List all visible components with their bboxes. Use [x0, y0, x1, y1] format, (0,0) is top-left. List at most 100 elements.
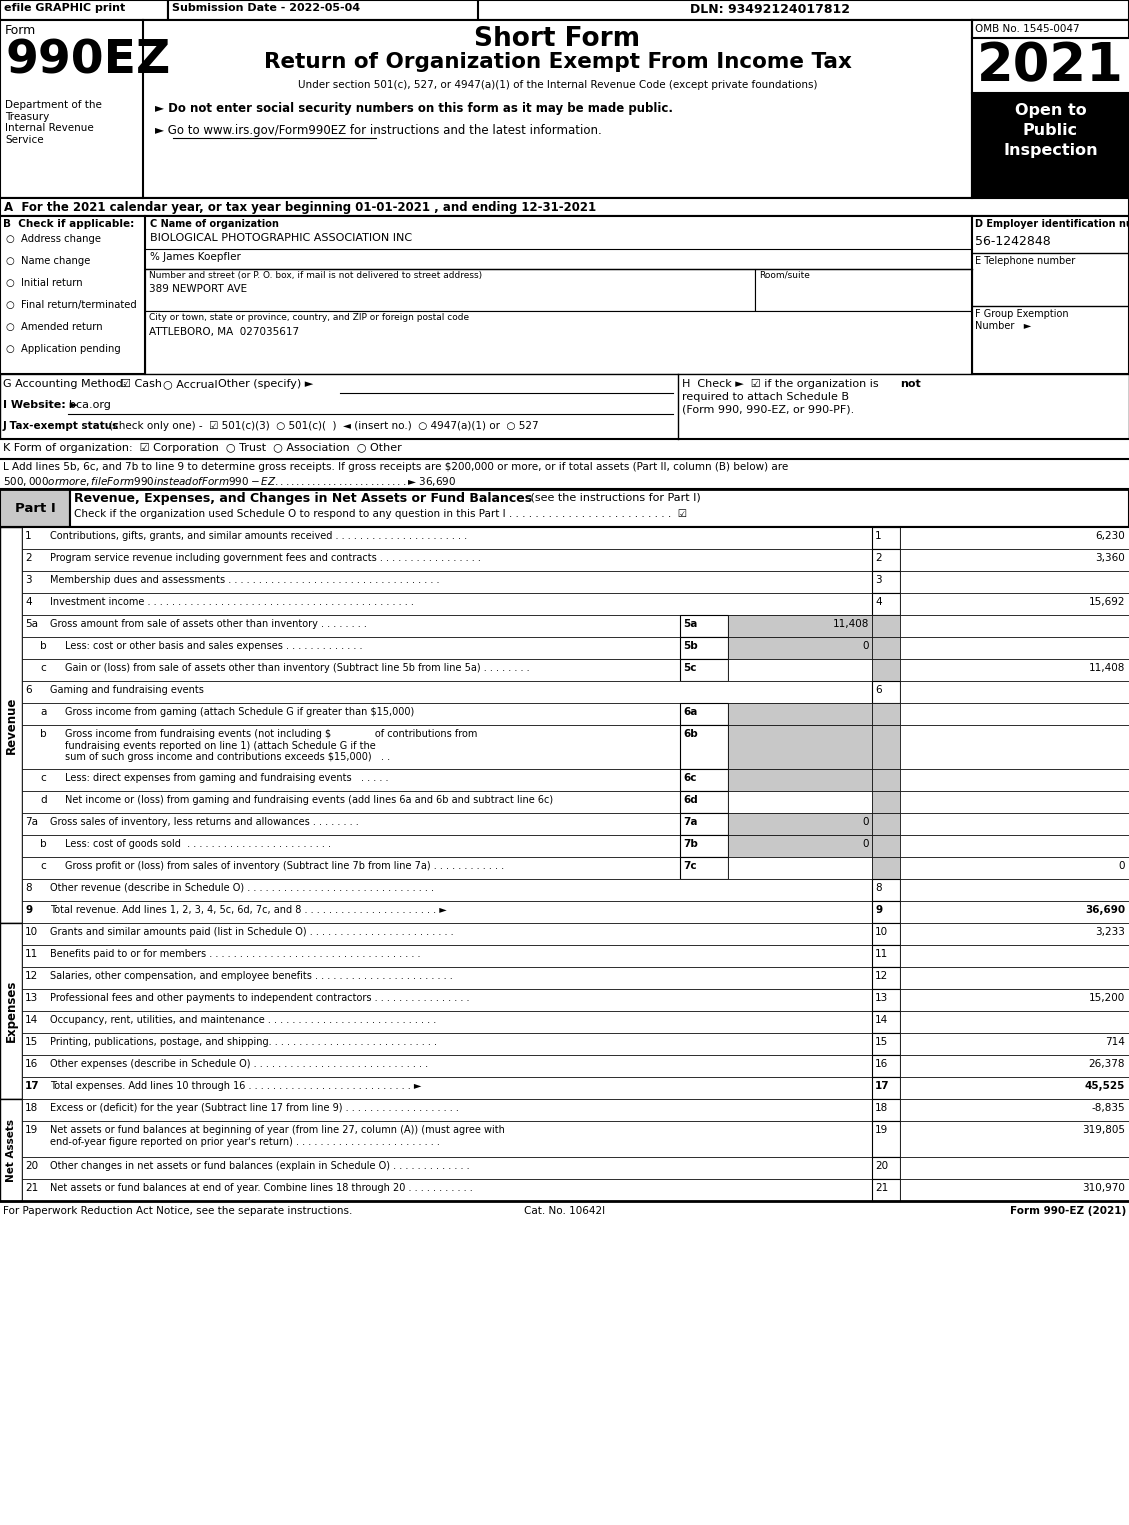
- Bar: [680, 637, 728, 659]
- Text: 20: 20: [875, 1161, 889, 1171]
- Text: C Name of organization: C Name of organization: [150, 220, 279, 229]
- Text: 26,378: 26,378: [1088, 1058, 1124, 1069]
- Text: 4: 4: [25, 596, 32, 607]
- Bar: [145, 268, 755, 311]
- Bar: [145, 311, 972, 374]
- Text: 0: 0: [1119, 862, 1124, 871]
- Bar: [872, 570, 900, 593]
- Text: Membership dues and assessments . . . . . . . . . . . . . . . . . . . . . . . . : Membership dues and assessments . . . . …: [50, 575, 439, 586]
- Text: 18: 18: [25, 1103, 38, 1113]
- Bar: [21, 901, 872, 923]
- Bar: [0, 923, 21, 1100]
- Bar: [872, 1055, 900, 1077]
- Text: OMB No. 1545-0047: OMB No. 1545-0047: [975, 24, 1079, 34]
- Text: Short Form: Short Form: [474, 26, 640, 52]
- Text: Expenses: Expenses: [5, 981, 18, 1042]
- Text: L Add lines 5b, 6c, and 7b to line 9 to determine gross receipts. If gross recei: L Add lines 5b, 6c, and 7b to line 9 to …: [3, 462, 788, 473]
- Bar: [900, 528, 1129, 549]
- Text: Other (specify) ►: Other (specify) ►: [218, 380, 313, 389]
- Bar: [972, 38, 1129, 93]
- Text: Form 990-EZ (2021): Form 990-EZ (2021): [1009, 1206, 1126, 1215]
- Text: 3: 3: [875, 575, 882, 586]
- Bar: [21, 549, 872, 570]
- Bar: [21, 724, 680, 769]
- Bar: [728, 769, 872, 791]
- Bar: [900, 703, 1129, 724]
- Bar: [900, 1055, 1129, 1077]
- Text: 0: 0: [863, 817, 869, 827]
- Text: (see the instructions for Part I): (see the instructions for Part I): [527, 493, 701, 502]
- Text: 16: 16: [25, 1058, 38, 1069]
- Bar: [0, 0, 168, 20]
- Text: % James Koepfler: % James Koepfler: [150, 252, 240, 262]
- Text: 14: 14: [875, 1016, 889, 1025]
- Text: Other changes in net assets or fund balances (explain in Schedule O) . . . . . .: Other changes in net assets or fund bala…: [50, 1161, 470, 1171]
- Bar: [872, 836, 900, 857]
- Bar: [872, 549, 900, 570]
- Text: 6: 6: [875, 685, 882, 695]
- Bar: [0, 459, 1129, 490]
- Text: E Telephone number: E Telephone number: [975, 256, 1075, 265]
- Bar: [872, 637, 900, 659]
- Bar: [0, 217, 1129, 374]
- Bar: [872, 1032, 900, 1055]
- Text: Excess or (deficit) for the year (Subtract line 17 from line 9) . . . . . . . . : Excess or (deficit) for the year (Subtra…: [50, 1103, 458, 1113]
- Text: c: c: [40, 773, 46, 782]
- Text: 7b: 7b: [683, 839, 698, 849]
- Bar: [872, 791, 900, 813]
- Bar: [0, 490, 70, 528]
- Bar: [872, 813, 900, 836]
- Text: b: b: [40, 729, 46, 740]
- Text: Gross amount from sale of assets other than inventory . . . . . . . .: Gross amount from sale of assets other t…: [50, 619, 367, 628]
- Text: 6,230: 6,230: [1095, 531, 1124, 541]
- Text: 6a: 6a: [683, 708, 698, 717]
- Text: 0: 0: [863, 640, 869, 651]
- Bar: [872, 1100, 900, 1121]
- Bar: [21, 1157, 872, 1179]
- Bar: [21, 528, 872, 549]
- Text: Gross profit or (loss) from sales of inventory (Subtract line 7b from line 7a) .: Gross profit or (loss) from sales of inv…: [65, 862, 505, 871]
- Text: 19: 19: [875, 1125, 889, 1135]
- Bar: [680, 813, 728, 836]
- Text: 990EZ: 990EZ: [5, 38, 170, 82]
- Text: 14: 14: [25, 1016, 38, 1025]
- Bar: [900, 637, 1129, 659]
- Bar: [21, 769, 680, 791]
- Text: City or town, state or province, country, and ZIP or foreign postal code: City or town, state or province, country…: [149, 313, 470, 322]
- Text: Gross sales of inventory, less returns and allowances . . . . . . . .: Gross sales of inventory, less returns a…: [50, 817, 359, 827]
- Text: 10: 10: [25, 927, 38, 936]
- Bar: [0, 20, 1129, 198]
- Bar: [21, 1055, 872, 1077]
- Bar: [872, 1121, 900, 1157]
- Text: 20: 20: [25, 1161, 38, 1171]
- Text: Investment income . . . . . . . . . . . . . . . . . . . . . . . . . . . . . . . : Investment income . . . . . . . . . . . …: [50, 596, 414, 607]
- Bar: [900, 878, 1129, 901]
- Text: 8: 8: [25, 883, 32, 894]
- Bar: [900, 1032, 1129, 1055]
- Text: K Form of organization:  ☑ Corporation  ○ Trust  ○ Association  ○ Other: K Form of organization: ☑ Corporation ○ …: [3, 442, 402, 453]
- Bar: [0, 198, 1129, 217]
- Bar: [21, 791, 680, 813]
- Bar: [900, 769, 1129, 791]
- Bar: [872, 593, 900, 615]
- Text: not: not: [900, 380, 921, 389]
- Bar: [0, 528, 21, 923]
- Text: ○  Application pending: ○ Application pending: [6, 345, 121, 354]
- Text: ○ Accrual: ○ Accrual: [163, 380, 218, 389]
- Text: 15,692: 15,692: [1088, 596, 1124, 607]
- Bar: [900, 791, 1129, 813]
- Text: 36,690: 36,690: [1085, 904, 1124, 915]
- Bar: [680, 791, 728, 813]
- Bar: [21, 1077, 872, 1100]
- Text: ► Go to www.irs.gov/Form990EZ for instructions and the latest information.: ► Go to www.irs.gov/Form990EZ for instru…: [155, 124, 602, 137]
- Text: 56-1242848: 56-1242848: [975, 235, 1051, 249]
- Text: 11,408: 11,408: [832, 619, 869, 628]
- Bar: [21, 990, 872, 1011]
- Bar: [872, 946, 900, 967]
- Text: Printing, publications, postage, and shipping. . . . . . . . . . . . . . . . . .: Printing, publications, postage, and shi…: [50, 1037, 437, 1048]
- Text: 11: 11: [875, 949, 889, 959]
- Bar: [872, 615, 900, 637]
- Bar: [21, 593, 872, 615]
- Bar: [680, 724, 728, 769]
- Bar: [900, 836, 1129, 857]
